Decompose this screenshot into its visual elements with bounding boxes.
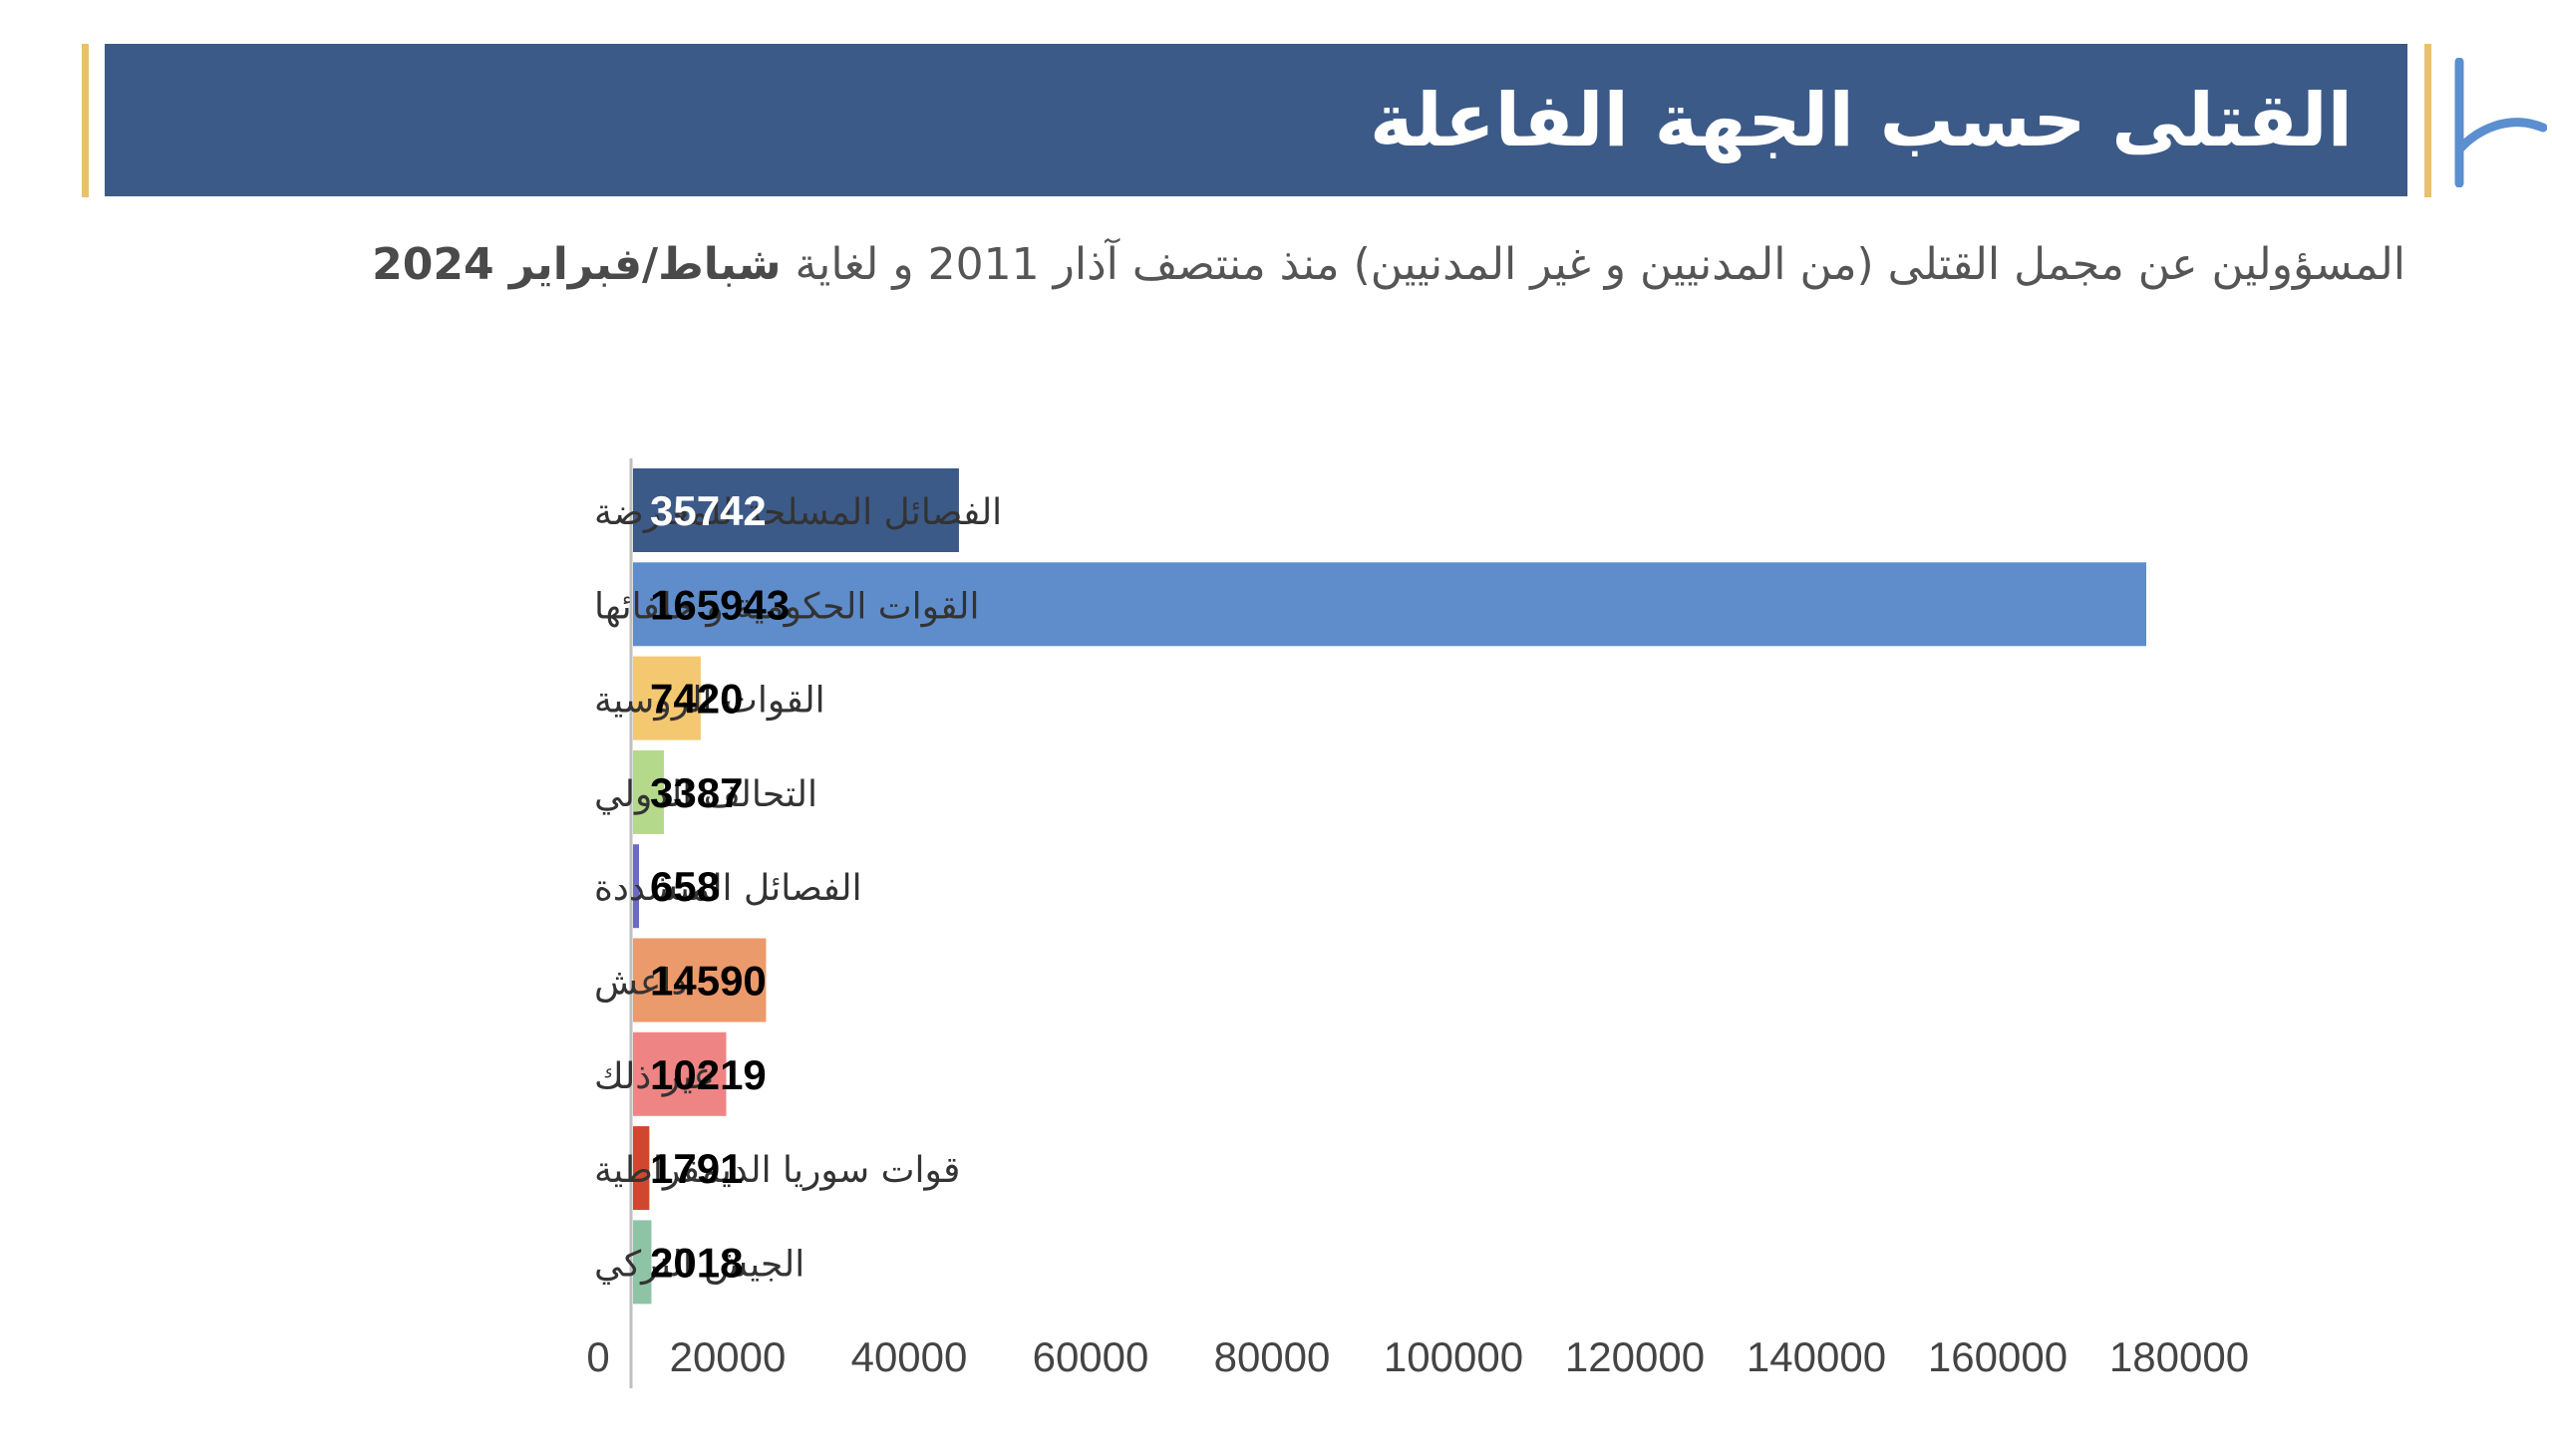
- data-label-7: 10219: [650, 1051, 767, 1098]
- category-labels-group: الفصائل المسلحة للمعارضة القوات الحكومية …: [594, 492, 1002, 1285]
- category-label-3: القوات الروسية: [594, 681, 825, 722]
- category-label-2: القوات الحكومية و حلفائها: [594, 586, 979, 627]
- x-tick-labels-group: 0 20000 40000 60000 80000 100000 120000 140000 1…: [586, 1333, 2249, 1380]
- x-tick-label-40000: 40000: [851, 1333, 968, 1380]
- x-tick-label-60000: 60000: [1033, 1333, 1149, 1380]
- data-label-6: 14590: [650, 958, 767, 1005]
- subtitle-date: شباط/فبراير 2024: [372, 239, 782, 290]
- subtitle-text: المسؤولين عن مجمل القتلى (من المدنيين و …: [781, 239, 2405, 290]
- title-banner: القتلى حسب الجهة الفاعلة: [105, 44, 2407, 196]
- bar-2: [633, 562, 2146, 647]
- data-label-5: 658: [650, 863, 720, 910]
- data-label-4: 3387: [650, 769, 743, 816]
- left-accent-bar: [82, 44, 89, 197]
- category-label-4: التحالف الدولي: [594, 774, 817, 815]
- category-label-6: داعش: [594, 963, 687, 1004]
- category-label-8: قوات سوريا الديمقراطية: [594, 1150, 960, 1191]
- category-label-5: الفصائل المتشددة: [594, 868, 862, 909]
- x-tick-label-20000: 20000: [670, 1333, 787, 1380]
- data-labels-group: 35742 165943 7420 3387 658 14590 10219 1791 2018: [650, 487, 790, 1286]
- brand-logo-icon: [2454, 58, 2547, 187]
- data-label-1: 35742: [650, 487, 767, 534]
- bar-9: [633, 1220, 652, 1305]
- subtitle: المسؤولين عن مجمل القتلى (من المدنيين و …: [53, 239, 2405, 290]
- bar-1: [633, 468, 959, 552]
- data-label-9: 2018: [650, 1239, 743, 1286]
- bar-3: [633, 656, 701, 740]
- data-label-3: 7420: [650, 676, 743, 723]
- x-tick-label-120000: 120000: [1565, 1333, 1705, 1380]
- data-label-8: 1791: [650, 1145, 743, 1192]
- category-label-7: غير ذلك: [594, 1056, 712, 1097]
- page-title: القتلى حسب الجهة الفاعلة: [1370, 77, 2353, 163]
- x-tick-label-180000: 180000: [2109, 1333, 2249, 1380]
- bars-group: [633, 468, 2146, 1305]
- category-label-1: الفصائل المسلحة للمعارضة: [594, 492, 1002, 533]
- bar-8: [633, 1126, 650, 1211]
- data-label-2: 165943: [650, 581, 790, 628]
- x-tick-label-100000: 100000: [1384, 1333, 1523, 1380]
- x-tick-label-0: 0: [586, 1333, 609, 1380]
- bar-5: [633, 844, 640, 929]
- right-accent-bar: [2424, 44, 2431, 197]
- x-tick-label-160000: 160000: [1928, 1333, 2068, 1380]
- bar-7: [633, 1031, 727, 1116]
- x-tick-label-140000: 140000: [1747, 1333, 1886, 1380]
- bar-6: [633, 938, 767, 1022]
- category-label-9: الجيش التركي: [594, 1244, 804, 1285]
- bar-4: [633, 749, 664, 834]
- x-tick-label-80000: 80000: [1214, 1333, 1331, 1380]
